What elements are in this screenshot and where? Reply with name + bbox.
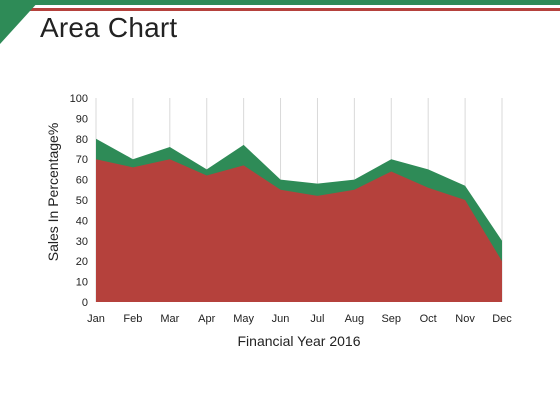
y-tick-label: 90 — [76, 113, 88, 125]
x-tick-label: Dec — [492, 313, 512, 325]
x-axis-ticks: Jan Feb Mar Apr May Jun Jul Aug Sep Oct Nov Dec — [87, 313, 512, 325]
x-axis-title: Financial Year 2016 — [238, 333, 361, 349]
y-tick-label: 10 — [76, 277, 88, 289]
y-tick-label: 30 — [76, 236, 88, 248]
y-axis-title: Sales In Percentage% — [45, 123, 61, 262]
x-tick-label: Aug — [345, 313, 365, 325]
top-accent-bar — [0, 0, 560, 5]
x-tick-label: Mar — [160, 313, 179, 325]
y-tick-label: 60 — [76, 175, 88, 187]
y-tick-label: 80 — [76, 134, 88, 146]
y-tick-label: 70 — [76, 154, 88, 166]
corner-accent-shape — [0, 0, 40, 44]
x-tick-label: Feb — [123, 313, 142, 325]
x-tick-label: Oct — [420, 313, 437, 325]
y-axis-ticks: 0 10 20 30 40 50 60 70 80 90 100 — [70, 93, 88, 309]
y-tick-label: 20 — [76, 256, 88, 268]
area-series-2 — [96, 159, 502, 302]
x-tick-label: Apr — [198, 313, 215, 325]
x-tick-label: Jun — [272, 313, 290, 325]
x-tick-label: May — [233, 313, 254, 325]
x-tick-label: Sep — [381, 313, 401, 325]
x-tick-label: Jan — [87, 313, 105, 325]
y-tick-label: 50 — [76, 195, 88, 207]
x-tick-label: Nov — [455, 313, 475, 325]
y-tick-label: 40 — [76, 215, 88, 227]
page-title: Area Chart — [40, 12, 178, 43]
y-tick-label: 100 — [70, 93, 88, 105]
y-tick-label: 0 — [82, 297, 88, 309]
x-tick-label: Jul — [310, 313, 324, 325]
area-series — [96, 138, 502, 302]
top-red-line — [30, 8, 560, 11]
